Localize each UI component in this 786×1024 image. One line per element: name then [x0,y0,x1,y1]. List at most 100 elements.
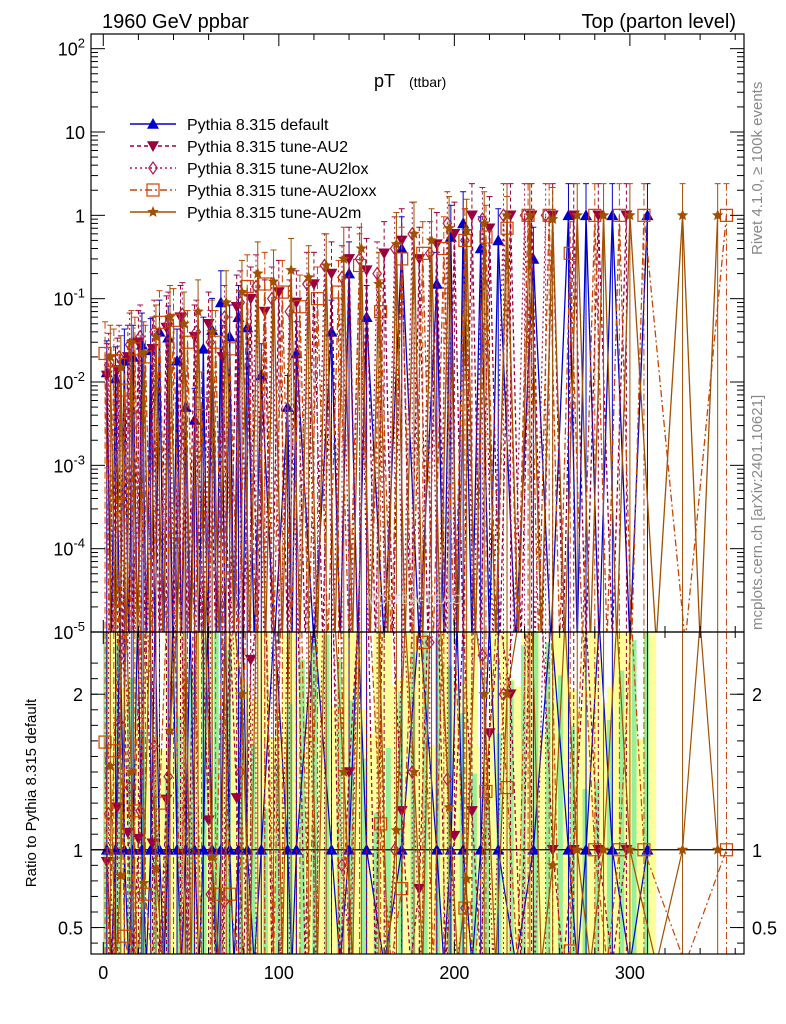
ratio-point [124,780,135,795]
legend-marker [148,160,158,176]
data-point [360,265,373,277]
ratio-point [223,843,236,855]
data-point [457,217,470,229]
ratio-point [460,872,473,884]
ratio-band-green [263,808,268,954]
axes: 0 100 200 300 102 10 1 10-1 10-2 10-3 10-4 10-5 2 2 1 1… [53,34,777,983]
ratio-point [171,843,184,855]
ratio-band-green [484,797,490,954]
ratio-point [637,843,651,857]
data-point [138,350,153,364]
x-tick-label: 0 [98,963,108,983]
data-point [164,311,176,323]
ratio-point [448,830,461,842]
ratio-point [153,843,166,855]
series-au2m [104,183,724,632]
ratio-y-tick-label: 2 [752,685,762,705]
data-point [637,208,651,222]
ratio-band-green [238,688,244,954]
data-point [465,210,478,222]
ratio-point [144,843,157,855]
data-point [546,213,559,225]
data-point [395,235,408,247]
data-point [240,279,254,294]
ratio-plot-frame [90,631,745,955]
data-point [100,370,113,382]
data-point [197,342,210,354]
ratio-band-green [471,773,477,954]
data-point [372,266,383,281]
ratio-point [149,739,160,754]
ratio-band-yellow [588,632,595,954]
y-tick-label: 102 [58,36,85,60]
data-point [352,258,367,273]
legend-marker [147,141,159,152]
data-point [606,209,619,221]
ratio-point [138,887,153,901]
y-tick-label: 1 [75,206,85,226]
ratio-point [244,654,257,666]
data-point [301,276,312,292]
data-point [235,295,246,310]
ratio-band-green [582,789,588,954]
ratio-point [255,843,268,855]
ratio-band-yellow [367,733,374,954]
ratio-band-yellow [146,632,153,954]
ratio-band-green [361,758,367,954]
legend-label: Pythia 8.315 tune-AU2loxx [187,183,376,200]
legend-background [125,157,380,179]
ratio-point [676,843,689,855]
ratio-point [236,688,248,700]
energy-label: 1960 GeV ppbar [102,11,249,33]
ratio-band-yellow [625,632,632,954]
rivet-version-text: Rivet 4.1.0, ≥ 100k events [749,82,766,255]
data-point [209,335,223,349]
ratio-point [474,843,487,855]
ratio-band-green [557,675,563,954]
ratio-point [443,801,455,813]
data-point [252,267,264,279]
ratio-point [104,760,117,771]
data-point [460,224,473,236]
legend-background [125,113,380,135]
ratio-band-green [140,729,146,954]
data-point [220,296,232,308]
data-point [115,361,127,373]
ratio-band-green [607,719,612,954]
y-tick-label: 10-2 [53,369,85,393]
legend-label: Pythia 8.315 default [187,117,329,134]
data-point [267,275,280,287]
data-point [177,307,188,322]
data-point [524,209,536,221]
ratio-point [125,766,138,777]
ratio-point [241,843,254,855]
ratio-point [501,688,513,700]
ratio-line-au2 [106,632,627,954]
data-point [676,209,689,221]
ratio-band-yellow [330,706,337,954]
ratio-point [458,901,472,915]
legend-label: Pythia 8.315 tune-AU2lox [187,161,368,178]
data-point [711,209,724,221]
y-tick-label: 10 [65,123,85,143]
watermark: MC-TEA-TEAO [366,591,463,607]
ratio-point [546,859,559,871]
legend-marker [147,206,159,217]
data-point [355,242,368,254]
ratio-band-green [619,670,625,954]
data-point [378,248,391,260]
data-point [478,217,490,229]
data-point [310,292,325,306]
data-point [542,208,556,222]
ratio-band-yellow [637,738,644,954]
data-point [202,318,215,330]
legend-marker [147,118,159,129]
data-point [266,291,277,306]
ratio-band-green [508,680,514,954]
ratio-axis-label: Ratio to Pythia 8.315 default [23,698,40,887]
ratio-band-yellow [514,686,522,954]
ratio-point [442,772,453,787]
ratio-band-yellow [232,632,239,954]
data-point [624,209,636,221]
